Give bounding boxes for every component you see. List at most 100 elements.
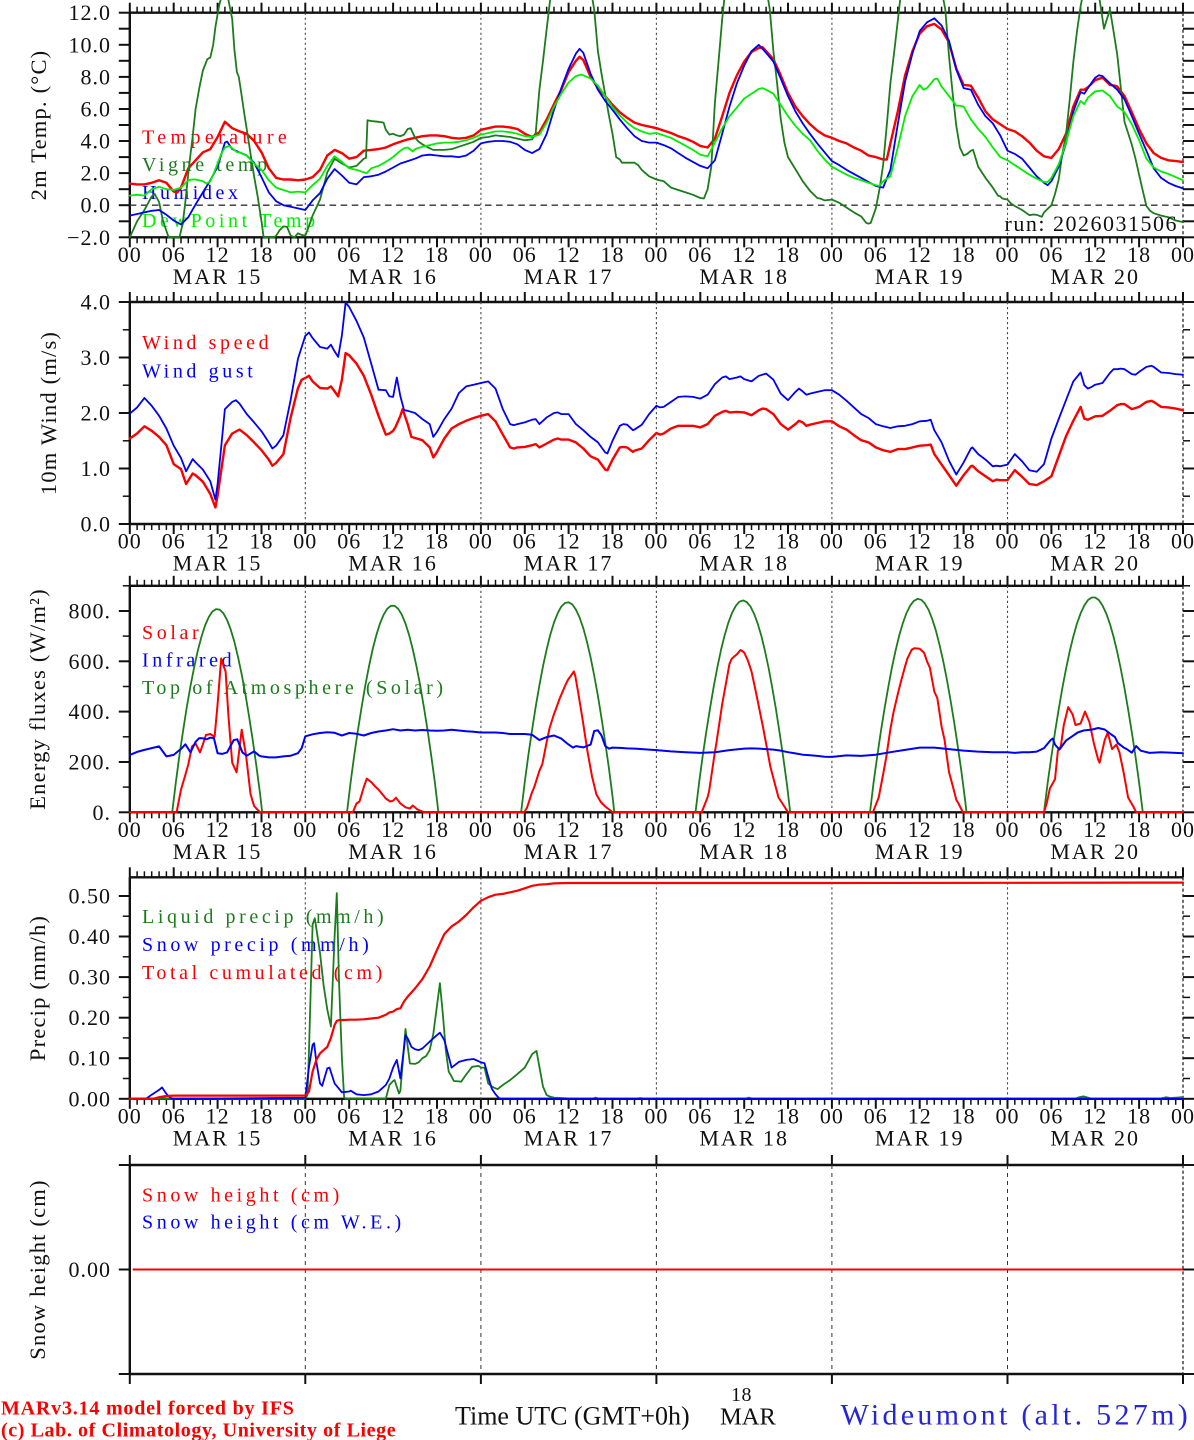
svg-text:18: 18 (776, 817, 800, 842)
svg-text:00: 00 (820, 817, 844, 842)
svg-text:06: 06 (864, 1103, 888, 1128)
svg-text:18: 18 (601, 1103, 625, 1128)
svg-text:18: 18 (250, 529, 274, 554)
svg-text:00: 00 (644, 529, 668, 554)
svg-text:18: 18 (425, 529, 449, 554)
svg-text:00: 00 (293, 242, 317, 267)
svg-text:MAR 15: MAR 15 (173, 839, 263, 864)
svg-text:1.0: 1.0 (81, 456, 112, 481)
svg-text:0.00: 0.00 (69, 1257, 112, 1282)
svg-text:06: 06 (688, 817, 712, 842)
svg-text:MAR 19: MAR 19 (875, 1125, 965, 1150)
svg-text:00: 00 (996, 242, 1020, 267)
svg-text:0.50: 0.50 (69, 884, 112, 909)
svg-text:MAR 20: MAR 20 (1050, 839, 1140, 864)
svg-text:−2.0: −2.0 (67, 225, 111, 250)
svg-text:MAR 19: MAR 19 (875, 551, 965, 576)
svg-text:12: 12 (1083, 242, 1107, 267)
svg-text:00: 00 (820, 529, 844, 554)
svg-text:06: 06 (337, 242, 361, 267)
svg-text:4.0: 4.0 (81, 129, 112, 154)
svg-text:12: 12 (732, 529, 756, 554)
svg-text:DewPoint Temp: DewPoint Temp (142, 210, 319, 232)
svg-text:00: 00 (996, 529, 1020, 554)
svg-text:12: 12 (732, 817, 756, 842)
svg-text:10m Wind (m/s): 10m Wind (m/s) (36, 331, 61, 495)
svg-text:MARv3.14 model forced by IFS: MARv3.14 model forced by IFS (1, 1398, 295, 1420)
svg-text:00: 00 (118, 529, 142, 554)
svg-text:00: 00 (469, 529, 493, 554)
svg-text:3.0: 3.0 (81, 345, 112, 370)
svg-text:00: 00 (469, 242, 493, 267)
svg-text:0.0: 0.0 (81, 193, 112, 218)
svg-text:MAR 15: MAR 15 (173, 551, 263, 576)
svg-text:12: 12 (908, 817, 932, 842)
svg-text:12: 12 (206, 242, 230, 267)
svg-text:00: 00 (996, 1103, 1020, 1128)
svg-text:Snow height (cm W.E.): Snow height (cm W.E.) (142, 1212, 405, 1234)
svg-text:00: 00 (118, 1103, 142, 1128)
svg-text:00: 00 (118, 817, 142, 842)
svg-text:06: 06 (688, 529, 712, 554)
svg-text:MAR 15: MAR 15 (173, 1125, 263, 1150)
svg-text:200.: 200. (69, 750, 112, 775)
svg-text:600.: 600. (69, 649, 112, 674)
svg-text:06: 06 (162, 242, 186, 267)
svg-text:18: 18 (601, 817, 625, 842)
svg-text:12: 12 (557, 1103, 581, 1128)
svg-text:06: 06 (864, 242, 888, 267)
svg-text:18: 18 (731, 1384, 752, 1406)
svg-text:06: 06 (688, 1103, 712, 1128)
svg-text:Wind speed: Wind speed (142, 332, 272, 354)
svg-text:00: 00 (1171, 1103, 1194, 1128)
svg-text:Total cumulated (cm): Total cumulated (cm) (142, 962, 386, 984)
svg-text:MAR 19: MAR 19 (875, 839, 965, 864)
svg-text:18: 18 (425, 817, 449, 842)
svg-text:18: 18 (952, 1103, 976, 1128)
svg-text:00: 00 (469, 1103, 493, 1128)
svg-text:00: 00 (469, 817, 493, 842)
svg-text:MAR 16: MAR 16 (348, 1125, 438, 1150)
svg-text:06: 06 (1039, 242, 1063, 267)
svg-text:0.20: 0.20 (69, 1005, 112, 1030)
svg-text:(c) Lab. of Climatology, Unive: (c) Lab. of Climatology, University of L… (1, 1420, 396, 1440)
svg-text:MAR 16: MAR 16 (348, 839, 438, 864)
svg-text:12: 12 (206, 817, 230, 842)
svg-text:MAR 17: MAR 17 (524, 551, 614, 576)
svg-text:00: 00 (118, 242, 142, 267)
svg-text:Wideumont (alt. 527m): Wideumont (alt. 527m) (840, 1399, 1191, 1432)
svg-text:00: 00 (1171, 817, 1194, 842)
svg-text:8.0: 8.0 (81, 64, 112, 89)
svg-text:18: 18 (952, 242, 976, 267)
svg-text:00: 00 (1171, 529, 1194, 554)
svg-text:06: 06 (162, 817, 186, 842)
svg-text:12: 12 (381, 242, 405, 267)
svg-text:MAR 16: MAR 16 (348, 264, 438, 289)
svg-text:Snow height (cm): Snow height (cm) (142, 1185, 343, 1207)
svg-text:12: 12 (1083, 1103, 1107, 1128)
svg-text:18: 18 (1127, 529, 1151, 554)
svg-text:18: 18 (952, 529, 976, 554)
svg-text:run: 2026031506: run: 2026031506 (1005, 211, 1178, 236)
svg-text:Precip (mm/h): Precip (mm/h) (25, 915, 50, 1061)
svg-text:12: 12 (557, 242, 581, 267)
svg-text:06: 06 (513, 242, 537, 267)
svg-text:12: 12 (206, 529, 230, 554)
svg-text:MAR 20: MAR 20 (1050, 264, 1140, 289)
svg-text:Temperature: Temperature (142, 126, 291, 148)
svg-text:18: 18 (250, 817, 274, 842)
svg-text:12: 12 (732, 1103, 756, 1128)
svg-text:0.30: 0.30 (69, 965, 112, 990)
svg-text:Vigne temp: Vigne temp (142, 154, 271, 176)
svg-text:MAR 16: MAR 16 (348, 551, 438, 576)
svg-text:06: 06 (1039, 1103, 1063, 1128)
svg-text:06: 06 (337, 1103, 361, 1128)
svg-text:12.0: 12.0 (69, 0, 112, 25)
svg-text:MAR 19: MAR 19 (875, 264, 965, 289)
svg-text:18: 18 (1127, 242, 1151, 267)
svg-text:06: 06 (337, 817, 361, 842)
svg-text:MAR 18: MAR 18 (699, 551, 789, 576)
svg-text:Liquid precip (mm/h): Liquid precip (mm/h) (142, 906, 387, 928)
svg-text:Time UTC (GMT+0h): Time UTC (GMT+0h) (455, 1402, 690, 1431)
svg-text:Top of Atmosphere (Solar): Top of Atmosphere (Solar) (142, 677, 447, 699)
